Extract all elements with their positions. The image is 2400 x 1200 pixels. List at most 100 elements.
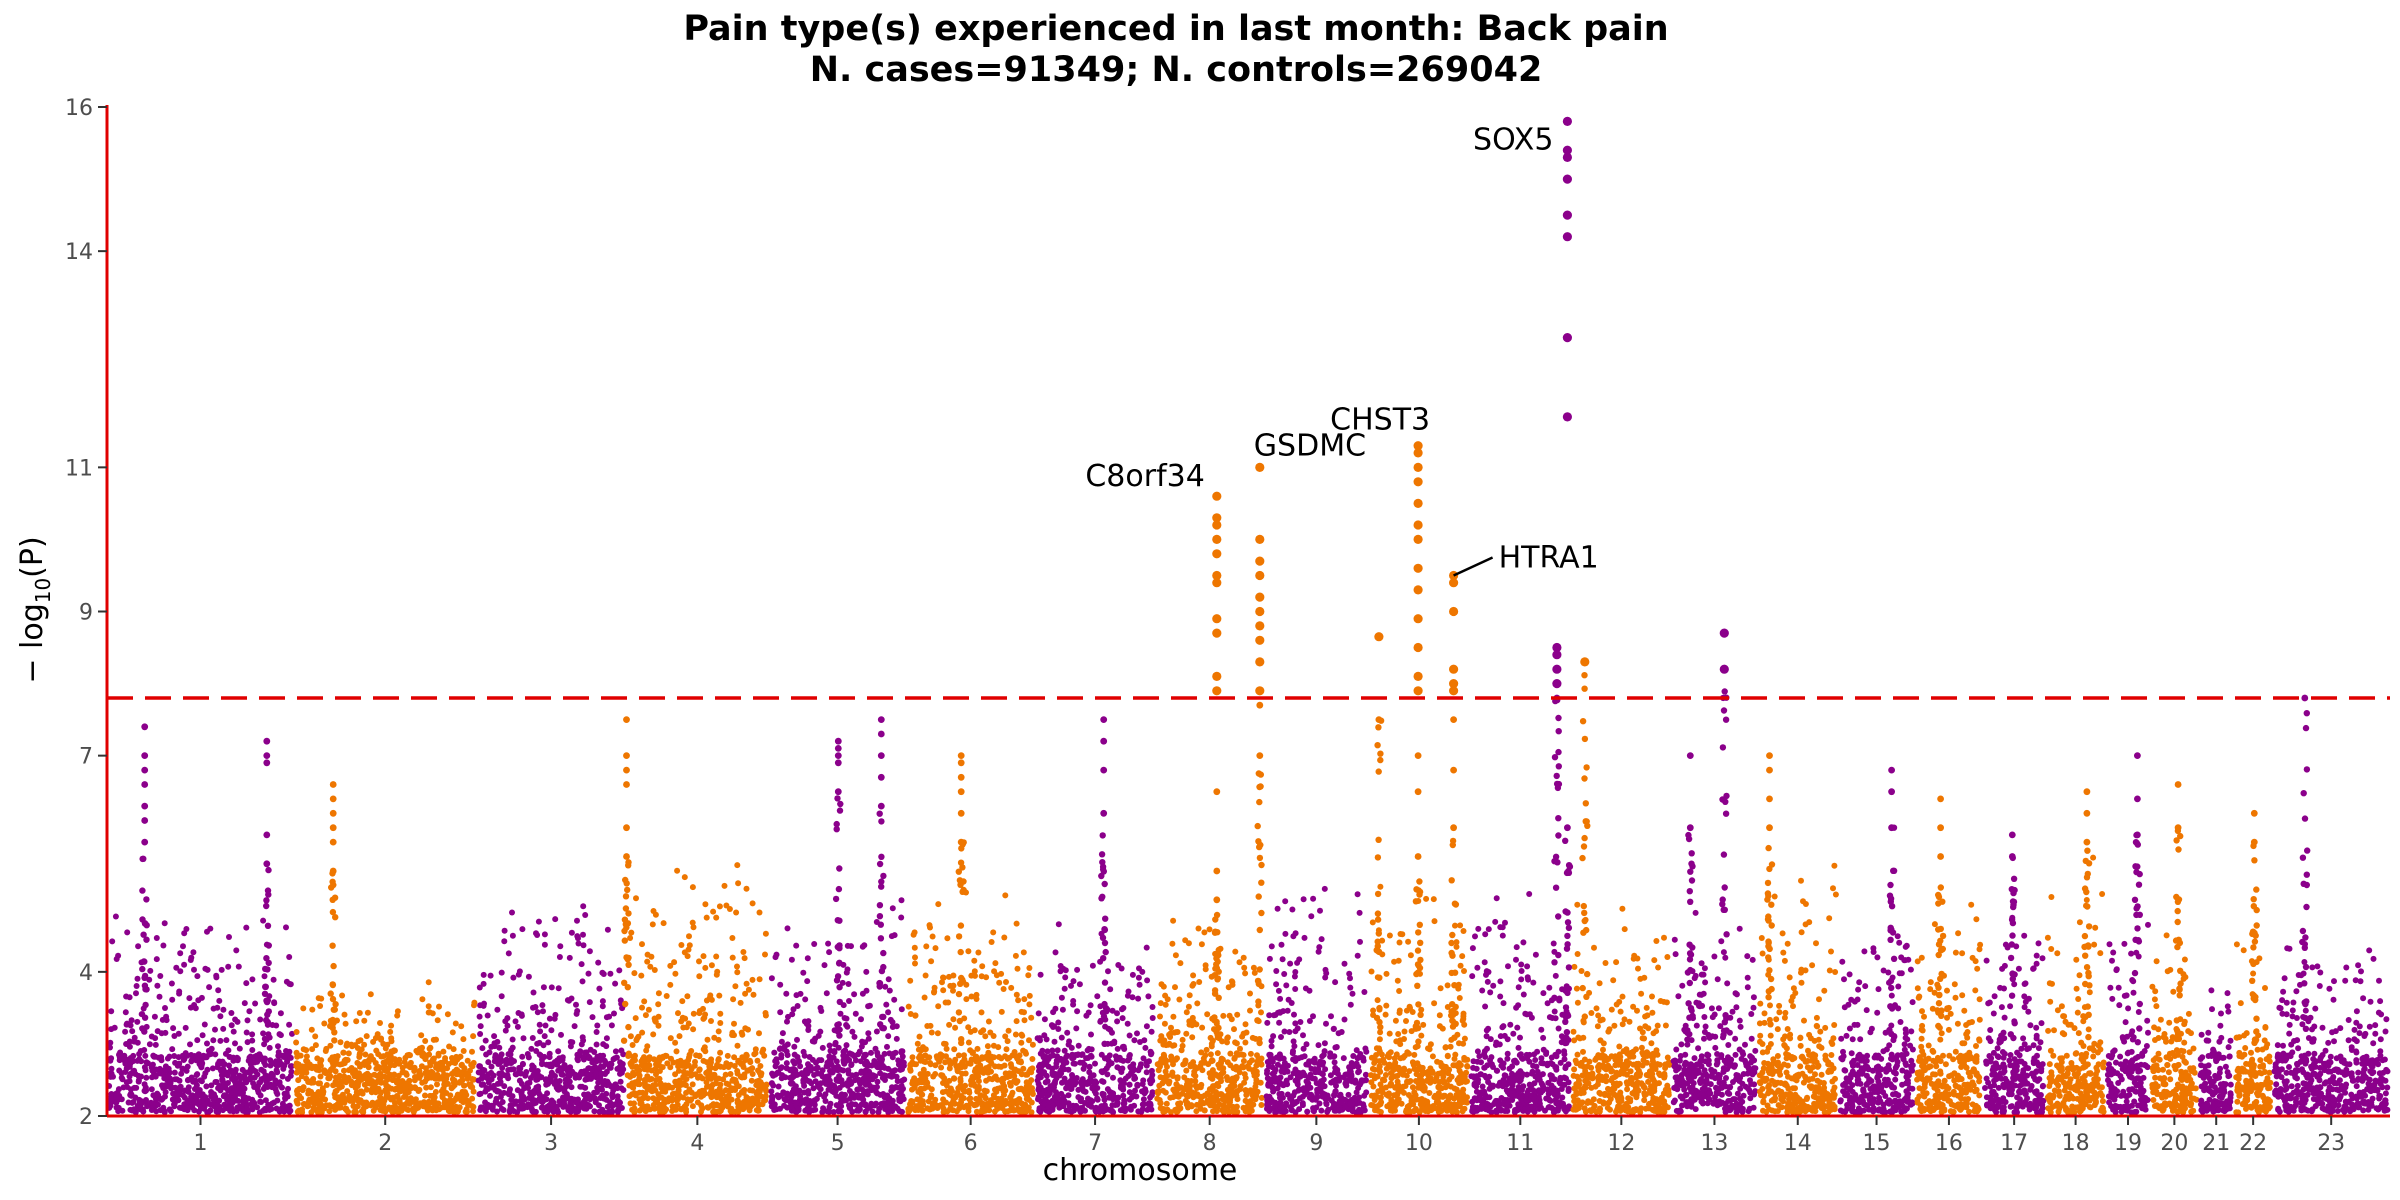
snp-point [554, 1086, 561, 1093]
snp-point [171, 1101, 177, 1108]
snp-point [356, 1054, 363, 1060]
snp-point [286, 954, 293, 960]
snp-point [1143, 1062, 1150, 1069]
snp-point [1218, 1055, 1225, 1062]
snp-point [364, 1070, 371, 1077]
snp-point [673, 1082, 680, 1089]
snp-point [509, 1036, 516, 1043]
snp-point [1107, 986, 1114, 993]
snp-point [1158, 1033, 1165, 1040]
snp-point [152, 1099, 159, 1106]
snp-point [188, 1052, 195, 1058]
snp-point [708, 962, 715, 969]
snp-point [136, 1105, 143, 1112]
snp-point [781, 1096, 788, 1103]
snp-point [784, 1041, 791, 1048]
snp-point [440, 1048, 447, 1055]
snp-point [1135, 995, 1142, 1002]
snp-point [1065, 1066, 1072, 1073]
snp-point [175, 1030, 182, 1037]
snp-point [541, 1094, 547, 1100]
snp-point [243, 1029, 250, 1036]
snp-point [244, 1106, 251, 1113]
chromosome-1-points [106, 913, 295, 1116]
snp-point [787, 1093, 794, 1100]
snp-point [1172, 984, 1178, 991]
snp-point [1186, 1021, 1193, 1028]
snp-point [384, 1041, 391, 1048]
snp-point [817, 1028, 824, 1035]
snp-point [539, 1104, 546, 1111]
snp-point [243, 980, 250, 987]
snp-point [552, 916, 559, 923]
snp-point [1185, 1077, 1192, 1084]
snp-point [577, 1071, 584, 1078]
snp-point [213, 1102, 220, 1109]
snp-point [143, 1074, 150, 1081]
snp-point [940, 974, 946, 981]
snp-point [168, 980, 175, 987]
snp-point [573, 1010, 580, 1017]
snp-point [633, 895, 639, 902]
snp-point [142, 1067, 149, 1074]
snp-point [524, 1104, 531, 1111]
snp-point [583, 1049, 590, 1056]
snp-point [696, 1008, 703, 1014]
snp-point [267, 1072, 274, 1079]
snp-point [1027, 1066, 1034, 1073]
snp-point [1089, 962, 1096, 969]
snp-point [1148, 1050, 1155, 1057]
snp-point [1025, 1106, 1032, 1112]
snp-point [1018, 1008, 1025, 1015]
snp-point [368, 1078, 375, 1085]
snp-point [983, 1101, 990, 1107]
snp-point [656, 1075, 663, 1082]
snp-point [1155, 1067, 1162, 1074]
snp-point [686, 942, 693, 949]
snp-point [282, 1095, 289, 1102]
snp-point [675, 1067, 682, 1074]
snp-point [1053, 1075, 1060, 1082]
snp-point [480, 1105, 487, 1111]
snp-point [305, 1090, 312, 1097]
snp-point [188, 1093, 195, 1100]
snp-point [451, 1068, 458, 1075]
snp-point [548, 1027, 555, 1034]
snp-point [352, 1042, 359, 1049]
chromosome-4-points [624, 862, 770, 1116]
snp-point [689, 1081, 696, 1088]
snp-point [230, 1070, 237, 1077]
snp-point [635, 1033, 642, 1040]
snp-point [240, 1107, 246, 1114]
snp-point [1003, 979, 1009, 985]
snp-point [1161, 1020, 1168, 1027]
snp-point [153, 1108, 160, 1115]
snp-point [1078, 1081, 1085, 1087]
snp-point [1149, 1015, 1156, 1021]
snp-point [533, 930, 539, 937]
snp-point [574, 933, 581, 940]
chromosome-9-points [1263, 885, 1370, 1116]
snp-point [373, 1047, 380, 1054]
snp-point [885, 1033, 892, 1040]
snp-point [548, 984, 555, 991]
snp-point [213, 1108, 220, 1115]
snp-point [334, 1080, 341, 1087]
snp-point [297, 1068, 304, 1075]
snp-point [874, 1078, 881, 1085]
snp-point [723, 1060, 730, 1067]
snp-point [1346, 970, 1353, 977]
snp-point [523, 1069, 530, 1075]
snp-point [1143, 944, 1150, 951]
snp-point [840, 1052, 847, 1059]
snp-point [727, 1071, 734, 1077]
snp-point [490, 1072, 497, 1079]
snp-point [530, 1090, 537, 1097]
snp-point [586, 948, 593, 955]
snp-point [1131, 1037, 1138, 1044]
snp-point [384, 1068, 391, 1075]
snp-point [655, 1001, 662, 1008]
snp-point [1174, 1055, 1180, 1062]
snp-point [356, 1010, 363, 1016]
snp-point [1026, 1096, 1033, 1103]
